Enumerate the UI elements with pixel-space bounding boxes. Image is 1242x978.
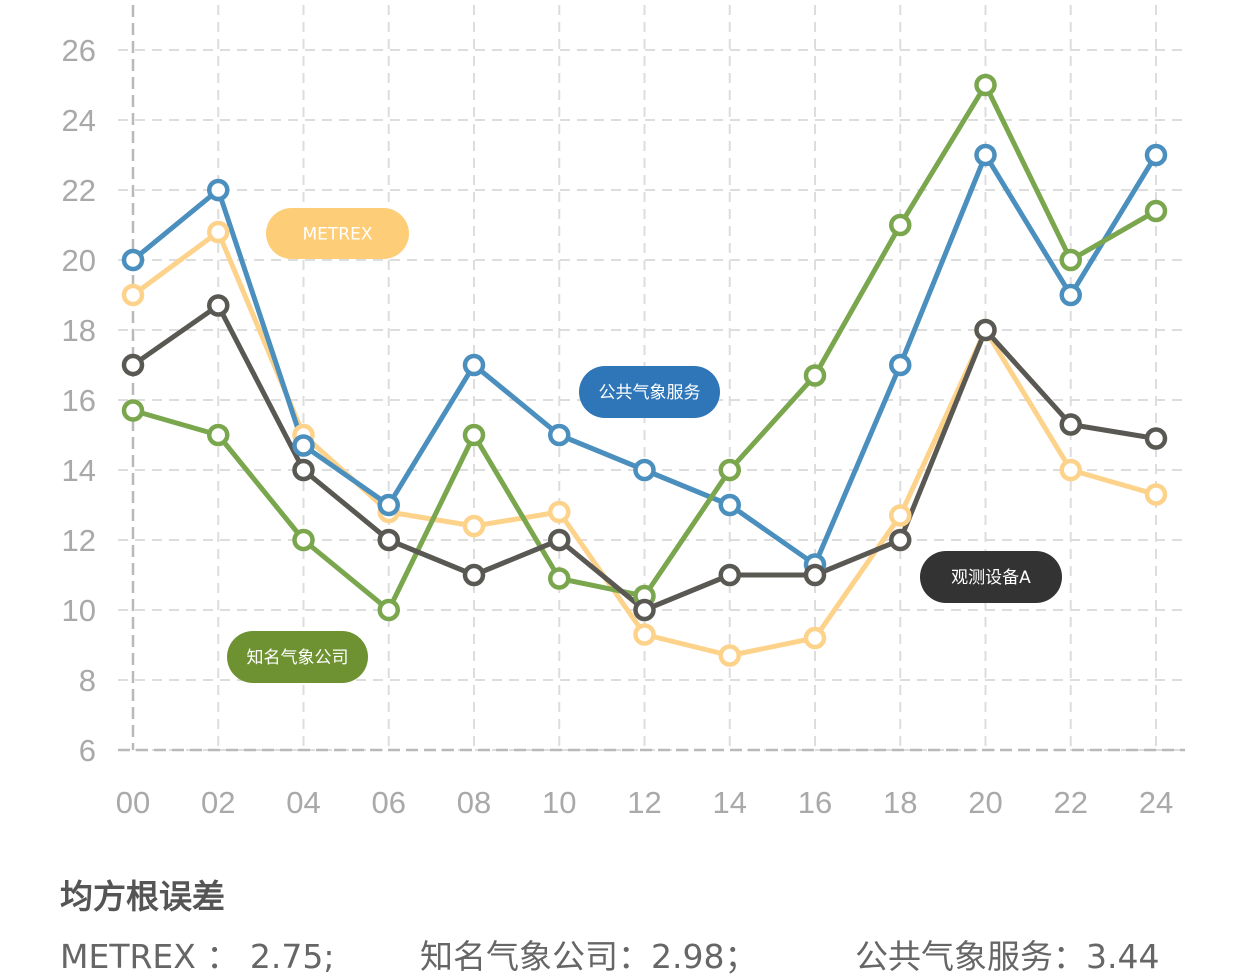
data-point: [462, 423, 486, 447]
data-point: [974, 73, 997, 97]
data-point: [633, 598, 656, 622]
x-tick-label: 06: [372, 785, 406, 820]
x-tick-label: 02: [201, 785, 235, 820]
series-label-bg: [266, 208, 409, 259]
y-tick-label: 6: [79, 733, 96, 768]
series-label-pill: METREX: [266, 208, 409, 259]
y-tick-label: 22: [62, 173, 96, 208]
data-point: [121, 283, 145, 307]
data-point: [889, 213, 912, 237]
data-point: [718, 458, 741, 482]
x-tick-label: 10: [542, 785, 576, 820]
series-label-text: METREX: [303, 225, 373, 245]
data-point: [1144, 143, 1168, 167]
data-point: [803, 563, 827, 587]
rmse-metrex: METREX ： 2.75;: [60, 937, 335, 976]
data-point: [1059, 283, 1082, 307]
series-label-bg: [227, 631, 368, 683]
y-tick-label: 8: [79, 663, 96, 698]
data-point: [974, 318, 997, 342]
data-point: [889, 528, 912, 552]
x-tick-label: 18: [883, 785, 917, 820]
data-point: [974, 143, 997, 167]
y-tick-label: 26: [62, 33, 96, 68]
data-point: [292, 528, 315, 552]
x-tick-label: 20: [968, 785, 1002, 820]
series-label-pill: 公共气象服务: [579, 366, 720, 418]
data-point: [1059, 458, 1082, 482]
data-point: [462, 563, 486, 587]
y-tick-label: 24: [62, 103, 96, 138]
series-label-text: 观测设备A: [951, 568, 1031, 588]
rmse-famous-company: 知名气象公司：2.98；: [420, 937, 758, 976]
line-chart: 6 8 10 12 14 16 18 20 22 24 26 00 02 04 06 08 10 12 14 16 18…: [62, 5, 1185, 820]
series-label-bg: [920, 551, 1062, 603]
y-tick-label: 18: [62, 313, 96, 348]
data-point: [292, 458, 315, 482]
data-point: [121, 353, 145, 377]
series-label-pill: 知名气象公司: [227, 631, 368, 683]
data-point: [207, 423, 230, 447]
series-label-text: 公共气象服务: [599, 383, 701, 403]
data-point: [548, 528, 571, 552]
y-tick-label: 12: [62, 523, 96, 558]
data-point: [462, 353, 486, 377]
x-tick-label: 22: [1054, 785, 1088, 820]
data-point: [207, 220, 230, 244]
data-point: [1144, 199, 1168, 223]
y-tick-label: 20: [62, 243, 96, 278]
series-label-pill: 观测设备A: [920, 551, 1062, 603]
data-point: [121, 248, 145, 272]
series-label-text: 知名气象公司: [247, 648, 349, 668]
rmse-title: 均方根误差: [60, 877, 225, 916]
data-point: [548, 567, 571, 590]
data-point: [633, 458, 656, 482]
x-tick-label: 04: [286, 785, 320, 820]
data-point: [377, 493, 400, 517]
data-point: [718, 563, 741, 587]
data-point: [1059, 248, 1082, 272]
data-point: [207, 178, 230, 202]
x-tick-label: 00: [116, 785, 150, 820]
data-point: [207, 294, 230, 317]
data-point: [803, 626, 827, 650]
rmse-public-service: 公共气象服务：3.44: [855, 937, 1160, 976]
x-tick-label: 24: [1139, 785, 1173, 820]
x-tick-label: 12: [627, 785, 661, 820]
y-tick-label: 10: [62, 593, 96, 628]
chart-tick-labels: 6 8 10 12 14 16 18 20 22 24 26 00 02 04 06 08 10 12 14 16 18…: [62, 33, 1174, 820]
data-point: [889, 353, 912, 377]
chart-grid: [118, 5, 1185, 751]
x-tick-label: 14: [713, 785, 747, 820]
data-point: [718, 493, 741, 517]
data-point: [121, 399, 145, 422]
data-point: [292, 434, 315, 457]
data-point: [889, 504, 912, 527]
chart-series: [121, 73, 1168, 667]
data-point: [1144, 427, 1168, 450]
series-label-bg: [579, 366, 720, 418]
y-tick-label: 16: [62, 383, 96, 418]
data-point: [1059, 413, 1082, 436]
data-point: [462, 514, 486, 538]
y-tick-label: 14: [62, 453, 96, 488]
data-point: [377, 528, 400, 552]
chart-axes: [118, 5, 1185, 752]
data-point: [633, 623, 656, 646]
x-tick-label: 16: [798, 785, 832, 820]
data-point: [1144, 483, 1168, 506]
data-point: [548, 500, 571, 524]
data-point: [718, 644, 741, 667]
data-point: [548, 423, 571, 447]
data-point: [377, 598, 400, 622]
data-point: [803, 364, 827, 387]
x-tick-label: 08: [457, 785, 491, 820]
